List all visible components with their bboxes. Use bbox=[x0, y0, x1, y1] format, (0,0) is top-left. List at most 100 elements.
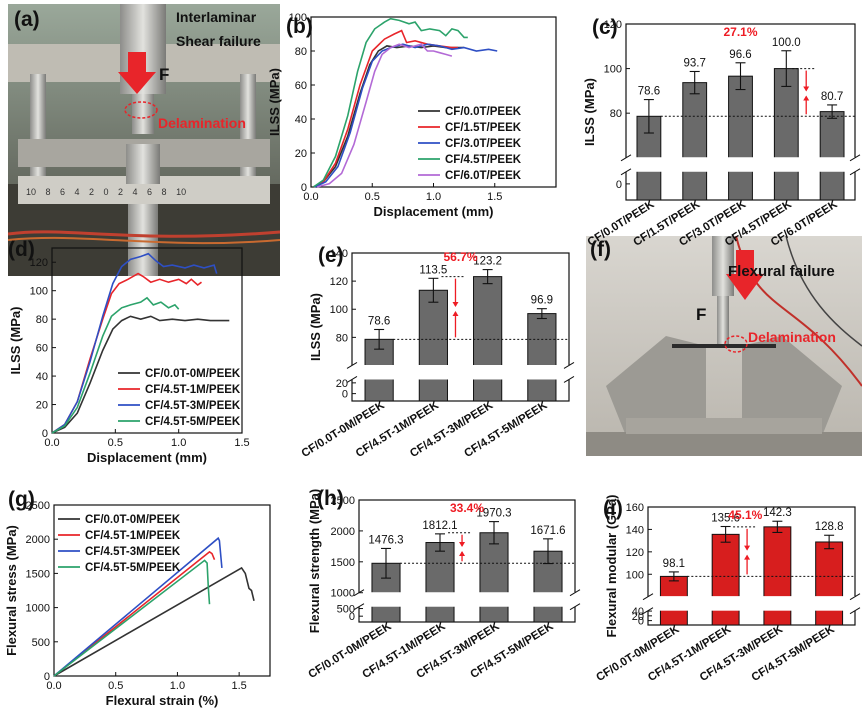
break-mark bbox=[346, 376, 358, 383]
legend-label: CF/4.5T-1M/PEEK bbox=[145, 384, 241, 396]
x-tick-label: 0.0 bbox=[303, 191, 318, 203]
axis-break-band bbox=[624, 157, 857, 172]
axis-break-band bbox=[350, 365, 571, 380]
y-tick-label: 60 bbox=[295, 80, 307, 92]
y-tick-label: 0 bbox=[301, 182, 307, 194]
legend-label: CF/4.5T-1M/PEEK bbox=[85, 530, 181, 542]
axis-break-band bbox=[357, 592, 577, 607]
break-mark bbox=[563, 376, 575, 383]
series-line-black bbox=[53, 566, 255, 677]
y-axis-label: ILSS (MPa) bbox=[308, 293, 323, 361]
y-tick-label: 1000 bbox=[26, 603, 50, 615]
x-tick-label: 1.0 bbox=[426, 191, 441, 203]
x-tick-label: 0.0 bbox=[44, 437, 59, 449]
photo-a-force-label: F bbox=[159, 65, 169, 84]
legend-label: CF/4.5T/PEEK bbox=[445, 154, 522, 166]
y-tick-label: 1000 bbox=[331, 588, 355, 600]
y-tick-label: 0 bbox=[44, 671, 50, 683]
y-tick-label: 2500 bbox=[26, 500, 50, 512]
photo-a-caption-1: Interlaminar bbox=[176, 9, 257, 25]
y-tick-label: 80 bbox=[36, 314, 48, 326]
y-tick-label: 20 bbox=[632, 611, 644, 623]
break-mark bbox=[346, 362, 358, 369]
x-tick-label: 1.5 bbox=[234, 437, 249, 449]
y-tick-label: 20 bbox=[36, 400, 48, 412]
value-label: 135.6 bbox=[711, 513, 740, 525]
y-tick-label: 60 bbox=[36, 343, 48, 355]
increase-annotation: 45.1% bbox=[728, 508, 762, 522]
y-tick-label: 100 bbox=[289, 12, 307, 24]
value-label: 1970.3 bbox=[476, 508, 511, 520]
value-label: 1812.1 bbox=[422, 520, 457, 532]
photo-a-caption-2: Shear failure bbox=[176, 33, 261, 49]
value-label: 123.2 bbox=[473, 256, 502, 268]
break-mark bbox=[849, 168, 861, 176]
break-mark bbox=[569, 603, 581, 611]
photo-interlaminar-shear-test: (a) Interlaminar Shear failure F Delamin… bbox=[8, 4, 280, 276]
value-label: 113.5 bbox=[419, 264, 447, 276]
arrow-head-icon bbox=[803, 86, 810, 92]
series-line-blue bbox=[314, 43, 498, 188]
x-axis-label: Displacement (mm) bbox=[374, 204, 494, 219]
delamination-circle bbox=[724, 335, 748, 353]
y-tick-label: 2000 bbox=[331, 526, 355, 538]
bar bbox=[479, 532, 509, 623]
increase-annotation: 56.7% bbox=[443, 250, 477, 264]
value-label: 96.6 bbox=[729, 49, 751, 61]
y-tick-label: 40 bbox=[36, 371, 48, 383]
y-tick-label: 140 bbox=[330, 248, 348, 260]
break-mark bbox=[642, 593, 654, 601]
break-mark bbox=[563, 362, 575, 369]
legend-label: CF/6.0T/PEEK bbox=[445, 170, 522, 182]
axes-frame-g bbox=[53, 504, 271, 677]
y-tick-label: 120 bbox=[626, 547, 644, 559]
x-tick-label: 0.5 bbox=[365, 191, 380, 203]
increase-annotation: 27.1% bbox=[723, 25, 757, 39]
arrow-head-icon bbox=[452, 301, 459, 307]
axes-frame-e bbox=[351, 252, 570, 402]
y-axis-label: ILSS (MPa) bbox=[267, 68, 282, 136]
panel-label-g: (g) bbox=[8, 488, 35, 511]
series-line-purple bbox=[316, 43, 453, 188]
bar bbox=[473, 276, 503, 402]
force-arrow-icon bbox=[128, 52, 146, 72]
value-label: 128.8 bbox=[815, 521, 844, 533]
series-line-black bbox=[313, 45, 465, 188]
break-mark bbox=[620, 168, 632, 176]
panel-label-e: (e) bbox=[318, 244, 344, 267]
panel-label-a: (a) bbox=[14, 8, 40, 31]
arrow-head-icon bbox=[459, 551, 466, 557]
photo-f-force-label: F bbox=[696, 305, 706, 324]
y-tick-label: 140 bbox=[626, 524, 644, 536]
y-tick-label: 80 bbox=[336, 332, 348, 344]
series-line-blue bbox=[53, 536, 223, 677]
legend-label: CF/0.0T/PEEK bbox=[445, 106, 522, 118]
y-tick-label: 0 bbox=[638, 616, 644, 628]
bar bbox=[773, 68, 799, 201]
x-tick-label: 0.5 bbox=[108, 437, 123, 449]
x-tick-label: 1.5 bbox=[487, 191, 502, 203]
series-line-blue bbox=[51, 252, 218, 434]
panel-label-h: (h) bbox=[317, 487, 344, 510]
legend-label: CF/4.5T-3M/PEEK bbox=[85, 546, 181, 558]
arrow-head-icon bbox=[744, 554, 751, 560]
increase-annotation: 33.4% bbox=[450, 501, 484, 515]
arrow-head-icon bbox=[459, 542, 466, 548]
axes-frame-d bbox=[51, 247, 243, 434]
value-label: 93.7 bbox=[684, 57, 706, 69]
y-axis-label: Flexural modular (GPa) bbox=[604, 494, 619, 637]
series-line-red bbox=[313, 29, 458, 188]
series-line-green bbox=[51, 296, 180, 434]
x-axis-label: Flexural strain (%) bbox=[106, 693, 219, 708]
bar bbox=[425, 542, 455, 623]
y-tick-label: 0 bbox=[349, 611, 355, 623]
x-axis-label: Displacement (mm) bbox=[87, 450, 207, 465]
y-tick-label: 40 bbox=[632, 606, 644, 618]
force-arrow-icon bbox=[736, 250, 754, 274]
x-tick-label: 1.0 bbox=[170, 680, 185, 692]
x-tick-label: 1.0 bbox=[171, 437, 186, 449]
bar bbox=[682, 82, 708, 201]
axes-frame-i bbox=[647, 506, 856, 626]
y-tick-label: 1500 bbox=[26, 568, 50, 580]
value-label: 96.9 bbox=[531, 295, 553, 307]
